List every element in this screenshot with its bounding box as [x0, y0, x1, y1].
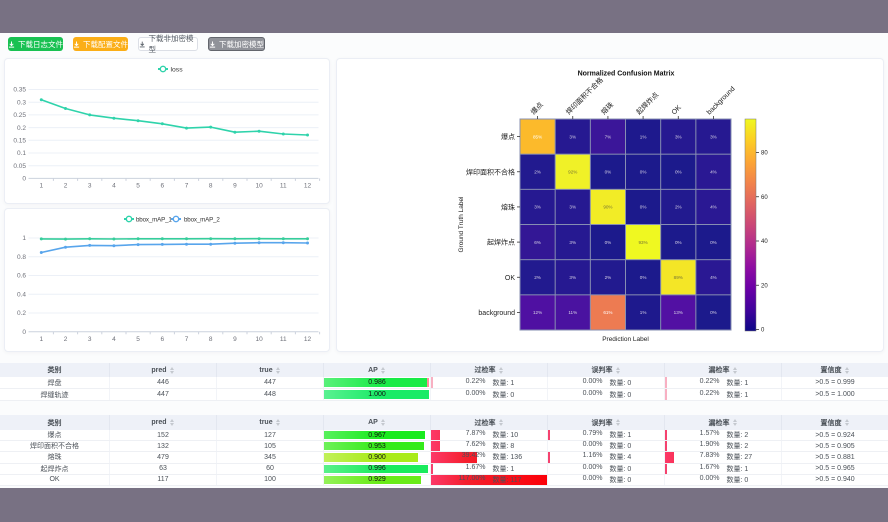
- svg-text:1: 1: [22, 235, 26, 242]
- svg-text:20: 20: [761, 283, 768, 289]
- svg-text:89%: 89%: [674, 275, 683, 280]
- svg-text:background: background: [706, 86, 737, 117]
- svg-text:4: 4: [112, 183, 116, 190]
- svg-text:0.25: 0.25: [13, 112, 26, 119]
- svg-text:9: 9: [233, 336, 237, 343]
- svg-text:10: 10: [255, 336, 263, 343]
- svg-text:0.15: 0.15: [13, 138, 26, 145]
- svg-text:9: 9: [233, 183, 237, 190]
- svg-text:6: 6: [160, 183, 164, 190]
- svg-text:3%: 3%: [569, 134, 576, 139]
- svg-text:2: 2: [64, 336, 68, 343]
- svg-text:OK: OK: [505, 275, 515, 282]
- svg-text:60: 60: [761, 195, 768, 201]
- svg-text:0.05: 0.05: [13, 163, 26, 170]
- svg-text:1%: 1%: [640, 310, 647, 315]
- svg-text:0%: 0%: [640, 205, 647, 210]
- svg-text:5: 5: [136, 183, 140, 190]
- svg-text:6%: 6%: [534, 240, 541, 245]
- svg-text:4%: 4%: [710, 170, 717, 175]
- svg-text:11%: 11%: [568, 310, 577, 315]
- svg-text:5: 5: [136, 336, 140, 343]
- svg-text:92%: 92%: [568, 170, 577, 175]
- svg-text:13%: 13%: [674, 310, 683, 315]
- svg-text:11: 11: [280, 336, 287, 343]
- svg-text:3: 3: [88, 183, 92, 190]
- svg-text:OK: OK: [671, 104, 683, 116]
- svg-text:0: 0: [22, 329, 26, 336]
- svg-text:0.8: 0.8: [17, 254, 26, 261]
- svg-text:7%: 7%: [605, 134, 612, 139]
- svg-text:2%: 2%: [605, 275, 612, 280]
- svg-text:80: 80: [761, 151, 768, 157]
- svg-text:12%: 12%: [533, 310, 542, 315]
- svg-text:4%: 4%: [710, 205, 717, 210]
- svg-text:0.4: 0.4: [17, 291, 26, 298]
- svg-text:2%: 2%: [534, 275, 541, 280]
- svg-text:Prediction Label: Prediction Label: [602, 336, 649, 343]
- svg-text:4%: 4%: [710, 275, 717, 280]
- svg-text:3%: 3%: [569, 275, 576, 280]
- svg-text:1: 1: [39, 183, 43, 190]
- svg-text:3%: 3%: [569, 205, 576, 210]
- svg-text:0.35: 0.35: [13, 87, 26, 94]
- svg-text:0.2: 0.2: [17, 310, 26, 317]
- svg-text:焊印面积不合格: 焊印面积不合格: [466, 167, 515, 176]
- svg-text:1%: 1%: [640, 134, 647, 139]
- svg-text:8: 8: [209, 183, 213, 190]
- svg-text:起焊炸点: 起焊炸点: [487, 238, 515, 247]
- svg-text:0%: 0%: [675, 170, 682, 175]
- svg-text:Normalized Confusion Matrix: Normalized Confusion Matrix: [578, 71, 675, 78]
- svg-text:8: 8: [209, 336, 213, 343]
- svg-text:90%: 90%: [603, 205, 612, 210]
- svg-text:10: 10: [255, 183, 263, 190]
- svg-text:0%: 0%: [605, 240, 612, 245]
- svg-text:40: 40: [761, 239, 768, 245]
- svg-text:loss: loss: [171, 67, 184, 74]
- svg-text:12: 12: [304, 183, 312, 190]
- svg-text:85%: 85%: [533, 134, 542, 139]
- svg-text:7: 7: [185, 183, 189, 190]
- svg-text:2: 2: [64, 183, 68, 190]
- svg-text:熔珠: 熔珠: [501, 202, 515, 211]
- svg-text:0%: 0%: [675, 240, 682, 245]
- svg-text:0: 0: [761, 328, 765, 334]
- svg-text:3%: 3%: [675, 134, 682, 139]
- svg-text:0.2: 0.2: [17, 125, 26, 132]
- svg-text:3%: 3%: [710, 134, 717, 139]
- svg-text:4: 4: [112, 336, 116, 343]
- svg-text:0.3: 0.3: [17, 99, 26, 106]
- svg-text:61%: 61%: [603, 310, 612, 315]
- svg-text:起焊炸点: 起焊炸点: [634, 90, 660, 116]
- svg-text:2%: 2%: [534, 170, 541, 175]
- svg-text:background: background: [478, 310, 515, 317]
- svg-text:Ground Truth Label: Ground Truth Label: [458, 196, 465, 253]
- svg-text:11: 11: [280, 183, 287, 190]
- svg-text:0%: 0%: [710, 240, 717, 245]
- svg-text:0: 0: [22, 176, 26, 183]
- svg-text:熔珠: 熔珠: [599, 100, 615, 116]
- svg-text:bbox_mAP_1: bbox_mAP_1: [136, 216, 172, 223]
- svg-text:0%: 0%: [710, 310, 717, 315]
- svg-text:0%: 0%: [605, 170, 612, 175]
- svg-text:0.1: 0.1: [17, 150, 26, 157]
- svg-text:12: 12: [304, 336, 312, 343]
- svg-text:3%: 3%: [569, 240, 576, 245]
- svg-text:爆点: 爆点: [501, 132, 515, 141]
- svg-text:3%: 3%: [534, 205, 541, 210]
- svg-text:1: 1: [39, 336, 43, 343]
- svg-text:6: 6: [160, 336, 164, 343]
- svg-text:0%: 0%: [640, 275, 647, 280]
- svg-text:0.6: 0.6: [17, 273, 26, 280]
- svg-text:bbox_mAP_2: bbox_mAP_2: [184, 216, 220, 223]
- svg-text:焊印面积不合格: 焊印面积不合格: [564, 75, 605, 116]
- svg-text:3: 3: [88, 336, 92, 343]
- svg-text:7: 7: [185, 336, 189, 343]
- svg-text:2%: 2%: [675, 205, 682, 210]
- svg-text:93%: 93%: [638, 240, 647, 245]
- svg-text:爆点: 爆点: [529, 100, 545, 116]
- svg-text:0%: 0%: [640, 170, 647, 175]
